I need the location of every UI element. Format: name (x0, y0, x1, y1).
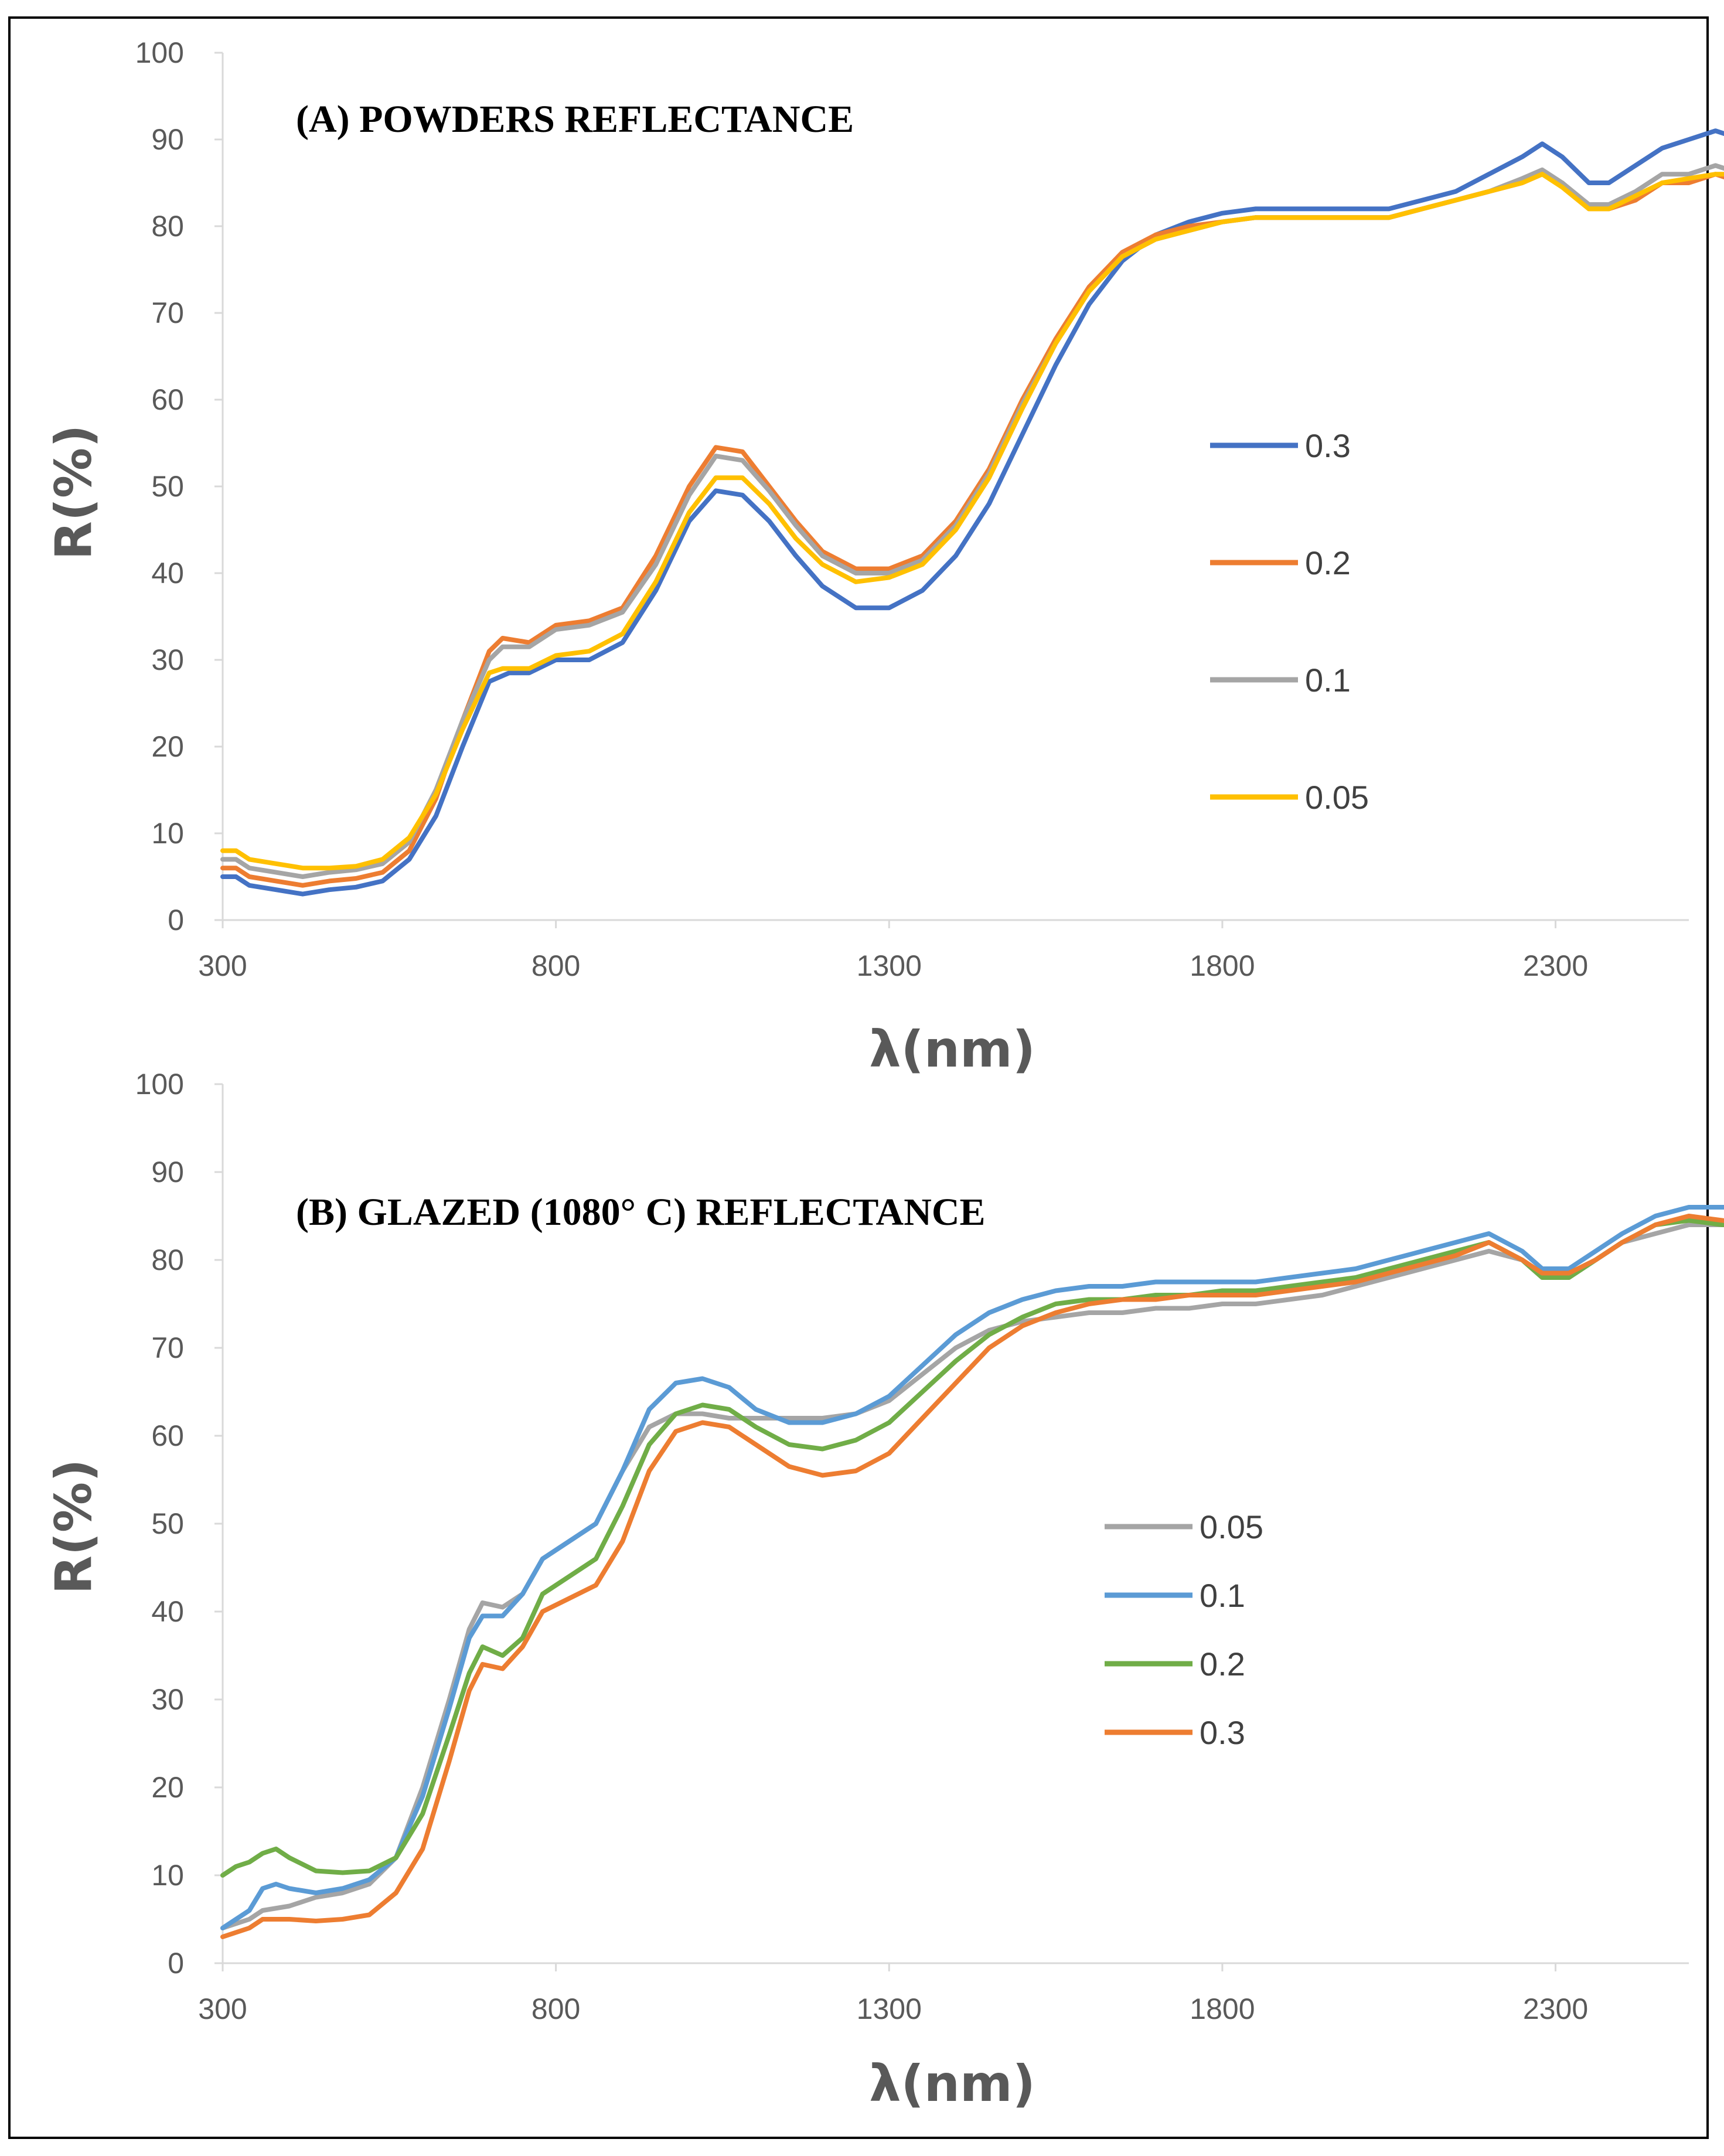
y-tick-label: 40 (151, 1595, 184, 1628)
chart-powders: (A) POWDERS REFLECTANCE λ(nm) R(%) 0 10 20… (45, 36, 1724, 1079)
y-tick-label: 40 (151, 557, 184, 590)
y-tick-label: 50 (151, 1507, 184, 1540)
y-tick-label: 10 (151, 1859, 184, 1892)
x-tick-label: 1300 (857, 1992, 922, 2025)
chart-title: (B) GLAZED (1080° C) REFLECTANCE (296, 1191, 986, 1234)
legend-label: 0.2 (1200, 1646, 1245, 1682)
x-axis-title: λ(nm) (869, 2055, 1035, 2113)
x-tick-label: 800 (531, 1992, 580, 2025)
figure-frame (8, 16, 1709, 2139)
y-tick-label: 80 (151, 1244, 184, 1276)
x-tick-label: 1800 (1190, 1992, 1255, 2025)
y-tick-label: 0 (168, 904, 184, 936)
chart-glazed: (B) GLAZED (1080° C) REFLECTANCE λ(nm) R… (45, 1068, 1724, 2113)
series-line-0.1 (220, 1205, 1724, 1930)
legend-label: 0.05 (1200, 1508, 1263, 1545)
y-tick-label: 10 (151, 817, 184, 850)
y-tick-label: 0 (168, 1947, 184, 1980)
y-tick-label: 90 (151, 1156, 184, 1188)
series-line-0.3 (220, 1214, 1724, 1939)
legend-label: 0.1 (1200, 1577, 1245, 1614)
legend-label: 0.2 (1305, 544, 1351, 581)
x-axis-title: λ(nm) (869, 1020, 1035, 1079)
legend-label: 0.3 (1200, 1714, 1245, 1751)
y-tick-label: 30 (151, 643, 184, 676)
y-axis-title: R(%) (45, 1459, 103, 1595)
y-tick-label: 100 (135, 1068, 184, 1101)
series-line-0.3 (220, 128, 1724, 897)
x-tick-label: 1300 (857, 949, 922, 982)
y-tick-label: 70 (151, 1331, 184, 1364)
series-line-0.05 (220, 172, 1724, 871)
series-line-0.2 (220, 1218, 1724, 1878)
x-tick-label: 1800 (1190, 949, 1255, 982)
x-tick-label: 300 (198, 949, 247, 982)
x-tick-label: 300 (198, 1992, 247, 2025)
y-tick-label: 60 (151, 1419, 184, 1452)
legend-label: 0.1 (1305, 662, 1351, 699)
chart-title: (A) POWDERS REFLECTANCE (296, 98, 854, 141)
x-tick-label: 2300 (1523, 1992, 1588, 2025)
series-line-0.05 (220, 1222, 1724, 1930)
y-axis-title: R(%) (45, 425, 103, 560)
y-tick-label: 100 (135, 36, 184, 69)
x-tick-label: 2300 (1523, 949, 1588, 982)
y-tick-label: 20 (151, 1771, 184, 1804)
y-tick-label: 70 (151, 297, 184, 329)
y-tick-label: 20 (151, 730, 184, 763)
y-tick-label: 60 (151, 383, 184, 416)
legend-label: 0.3 (1305, 427, 1351, 464)
x-tick-label: 800 (531, 949, 580, 982)
y-tick-label: 80 (151, 210, 184, 243)
legend-label: 0.05 (1305, 779, 1369, 816)
y-tick-label: 90 (151, 123, 184, 156)
y-tick-label: 50 (151, 470, 184, 503)
y-tick-label: 30 (151, 1683, 184, 1716)
